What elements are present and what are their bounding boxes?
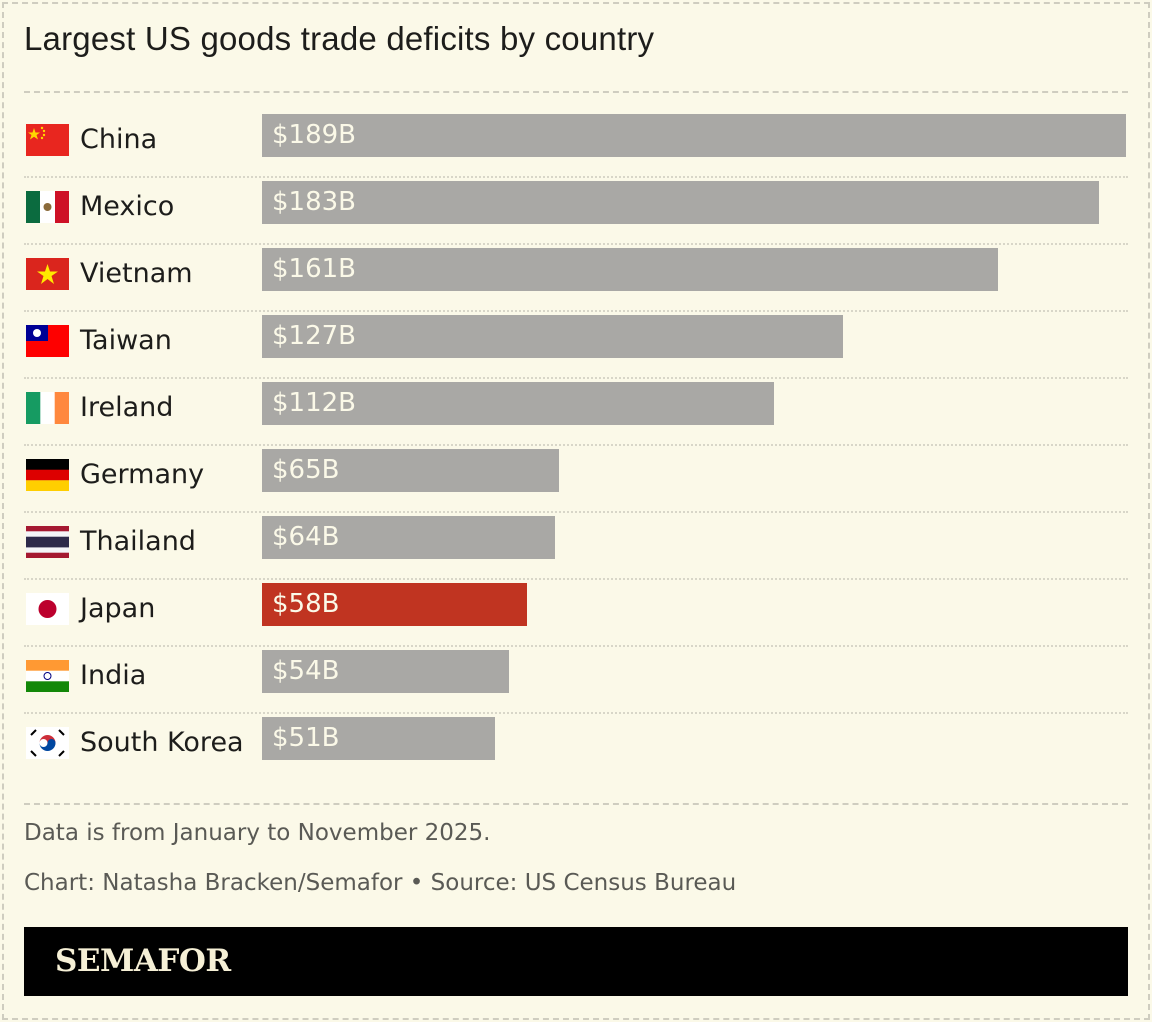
category-label: Germany [80, 459, 205, 490]
bar: $127B [262, 315, 843, 358]
bar: $189B [262, 114, 1126, 157]
data-label: $183B [272, 187, 357, 217]
bar: $161B [262, 248, 998, 291]
row-separator [24, 176, 1128, 178]
data-label: $51B [272, 723, 340, 753]
data-label: $64B [272, 522, 340, 552]
data-note: Data is from January to November 2025. [24, 820, 491, 846]
germany-flag-icon [26, 459, 69, 491]
bar: $64B [262, 516, 555, 559]
row-separator [24, 243, 1128, 245]
taiwan-flag-icon [26, 325, 69, 357]
category-label: Mexico [80, 191, 175, 222]
bar-row: Japan $58B [24, 583, 1128, 656]
bar: $54B [262, 650, 509, 693]
row-separator [24, 645, 1128, 647]
data-label: $58B [272, 589, 340, 619]
row-separator [24, 712, 1128, 714]
bar: $58B [262, 583, 528, 626]
category-label: Japan [80, 593, 156, 624]
divider [24, 91, 1128, 93]
row-separator [24, 578, 1128, 580]
bar-row: Ireland $112B [24, 382, 1128, 455]
vietnam-flag-icon [26, 258, 69, 290]
bar: $183B [262, 181, 1099, 224]
bar: $112B [262, 382, 774, 425]
bar-row: Germany $65B [24, 449, 1128, 522]
category-label: Taiwan [80, 325, 172, 356]
source-credit: Chart: Natasha Bracken/Semafor • Source:… [24, 870, 737, 896]
bar-row: Thailand $64B [24, 516, 1128, 589]
data-label: $161B [272, 254, 357, 284]
category-label: Thailand [80, 526, 196, 557]
bar-row: Taiwan $127B [24, 315, 1128, 388]
category-label: Vietnam [80, 258, 193, 289]
chart-title: Largest US goods trade deficits by count… [24, 20, 655, 57]
south-korea-flag-icon [26, 727, 69, 759]
brand-banner: SEMAFOR [24, 927, 1128, 996]
japan-flag-icon [26, 593, 69, 625]
data-label: $189B [272, 120, 357, 150]
bar: $65B [262, 449, 560, 492]
category-label: South Korea [80, 727, 244, 758]
ireland-flag-icon [26, 392, 69, 424]
data-label: $65B [272, 455, 340, 485]
data-label: $54B [272, 656, 340, 686]
bar: $51B [262, 717, 496, 760]
bar-row: Vietnam $161B [24, 248, 1128, 321]
data-label: $127B [272, 321, 357, 351]
category-label: Ireland [80, 392, 174, 423]
thailand-flag-icon [26, 526, 69, 558]
divider [24, 803, 1128, 805]
india-flag-icon [26, 660, 69, 692]
row-separator [24, 310, 1128, 312]
row-separator [24, 444, 1128, 446]
category-label: India [80, 660, 147, 691]
category-label: China [80, 124, 158, 155]
semafor-logo: SEMAFOR [55, 943, 231, 979]
data-label: $112B [272, 388, 357, 418]
bar-row: South Korea $51B [24, 717, 1128, 790]
bar-row: India $54B [24, 650, 1128, 723]
bar-row: Mexico $183B [24, 181, 1128, 254]
china-flag-icon [26, 124, 69, 156]
bar-row: China $189B [24, 114, 1128, 187]
row-separator [24, 511, 1128, 513]
row-separator [24, 377, 1128, 379]
mexico-flag-icon [26, 191, 69, 223]
